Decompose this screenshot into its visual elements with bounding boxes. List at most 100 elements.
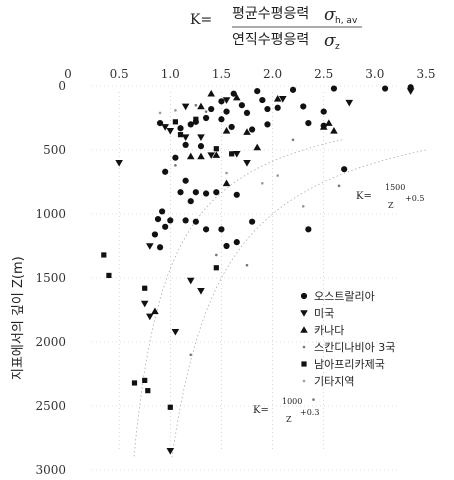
point-s4-3	[291, 138, 295, 142]
legend-label-2: 미국	[314, 307, 334, 320]
curve-2-denominator: Z	[286, 415, 292, 424]
series-5	[101, 116, 235, 410]
series-6	[158, 109, 305, 208]
point-s1-47	[218, 226, 225, 233]
legend-marker-3	[300, 326, 308, 333]
curve-1-denominator: Z	[388, 201, 394, 210]
point-s3-9	[186, 152, 195, 160]
point-s3-10	[197, 152, 205, 160]
point-s3-15	[151, 307, 159, 315]
point-s1-33	[192, 189, 199, 196]
point-s1-4	[259, 96, 266, 104]
point-s6-2	[174, 109, 177, 112]
series-3	[151, 89, 338, 315]
title-denominator-sub: z	[335, 42, 340, 52]
point-s1-17	[202, 114, 210, 122]
point-s5-2	[106, 272, 112, 279]
point-s2-9	[207, 152, 215, 159]
point-s1-45	[192, 218, 199, 225]
point-s6-5	[276, 174, 279, 177]
series-1	[151, 84, 414, 251]
point-s2-12	[146, 243, 154, 250]
point-s2-10	[232, 151, 241, 158]
point-s4-4	[174, 164, 177, 167]
curve-label-1: K= 1500 Z +0.5	[356, 183, 424, 210]
point-s3-11	[222, 179, 231, 187]
point-s1-49	[233, 239, 240, 246]
y-axis-label: 지표에서의 깊이 Z(m)	[11, 256, 26, 380]
point-s1-1	[218, 98, 225, 105]
point-s1-6	[330, 85, 338, 92]
title-numerator-symbol: σ	[324, 5, 336, 25]
point-s1-13	[300, 103, 307, 110]
point-s2-11	[243, 160, 251, 167]
point-s3-7	[253, 143, 262, 151]
point-s5-4	[131, 380, 138, 386]
point-s1-22	[156, 120, 164, 127]
curve-2	[133, 139, 343, 458]
legend-label-1: 오스트랄리아	[314, 290, 375, 303]
point-s1-10	[208, 105, 215, 113]
curve-2-k: K=	[253, 405, 269, 416]
point-s4-7	[245, 263, 249, 267]
point-s5-10	[193, 116, 199, 122]
point-s3-4	[273, 95, 282, 102]
point-s1-51	[305, 226, 312, 233]
point-s1-21	[177, 125, 184, 132]
point-s2-18	[166, 448, 175, 455]
title-numerator-label: 평균수평응력	[232, 6, 309, 22]
point-s2-17	[171, 328, 180, 336]
point-s3-6	[243, 128, 251, 135]
point-s1-43	[151, 231, 159, 238]
curve-1-addend: +0.5	[405, 194, 424, 203]
series-2	[115, 88, 415, 455]
curve-label-2: K= 1000 Z +0.3	[253, 397, 319, 424]
point-s4-8	[189, 353, 193, 357]
y-tick-4: 2000	[35, 335, 66, 349]
title-denominator-symbol: σ	[324, 31, 336, 51]
point-s6-3	[225, 171, 228, 175]
legend-marker-1	[300, 292, 308, 300]
legend-marker-5	[301, 361, 307, 367]
point-s5-13	[229, 151, 235, 157]
point-s1-27	[264, 121, 271, 128]
y-tick-0: 0	[58, 79, 66, 93]
x-tick-7: 3.5	[416, 67, 435, 81]
legend-label-6: 기타지역	[314, 375, 354, 388]
point-s2-16	[197, 288, 205, 295]
legend-marker-4	[302, 345, 306, 349]
point-s1-35	[202, 190, 210, 197]
point-s3-13	[319, 123, 328, 130]
x-tick-2: 1.0	[161, 67, 180, 81]
y-tick-labels: 0 500 1000 1500 2000 2500 3000	[35, 79, 66, 477]
point-s5-3	[142, 285, 148, 291]
point-s4-6	[215, 253, 218, 257]
point-s1-53	[156, 244, 164, 251]
point-s2-19	[279, 96, 287, 103]
curve-1-k: K=	[356, 191, 372, 202]
point-s3-3	[197, 102, 205, 110]
point-s1-42	[162, 223, 169, 230]
point-s1-30	[172, 154, 179, 161]
point-s1-23	[228, 123, 235, 131]
point-s5-12	[177, 132, 184, 138]
legend-label-3: 카나다	[314, 324, 344, 337]
grid	[92, 85, 400, 471]
legend-label-4: 스칸디나비아 3국	[314, 341, 395, 354]
point-s2-13	[140, 300, 149, 308]
point-s5-8	[213, 265, 219, 271]
point-s3-12	[325, 119, 333, 126]
title-k: K=	[190, 12, 212, 28]
point-s1-3	[254, 88, 261, 95]
x-tick-0: 0	[64, 67, 72, 81]
point-s2-2	[345, 99, 354, 107]
point-s1-36	[233, 191, 240, 198]
point-s1-46	[202, 226, 210, 233]
point-s3-14	[330, 127, 338, 134]
point-s1-32	[182, 177, 189, 184]
point-s2-8	[115, 160, 123, 167]
curve-labels: K= 1500 Z +0.5 K= 1000 Z +0.3	[253, 183, 424, 424]
point-s3-8	[212, 151, 221, 158]
point-s1-40	[154, 216, 162, 223]
